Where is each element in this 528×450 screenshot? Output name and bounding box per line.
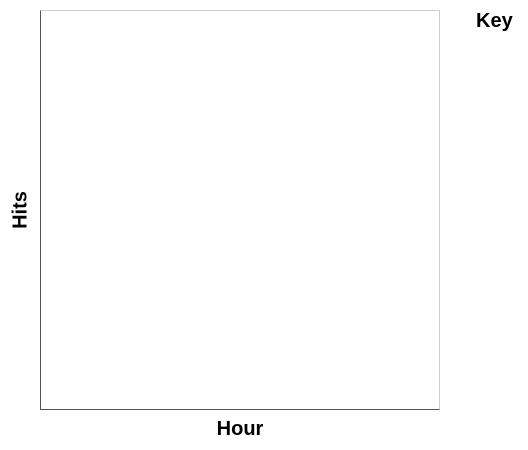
plot-area [40,10,440,410]
y-axis-label: Hits [9,191,32,229]
x-axis-label: Hour [216,418,264,440]
legend-title: Key [476,10,513,32]
